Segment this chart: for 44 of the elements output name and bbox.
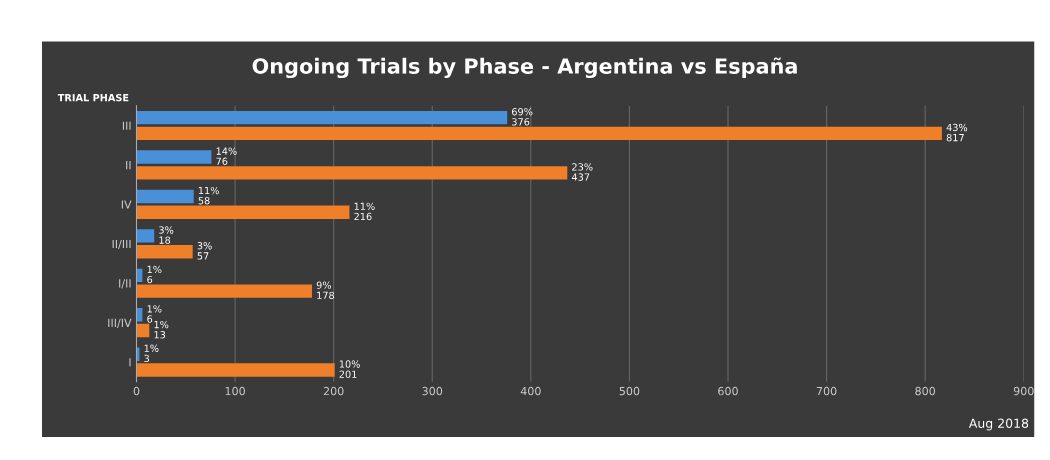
x-tick-label: 600: [718, 386, 738, 396]
x-tick-label: 300: [422, 386, 443, 396]
data-label: 10% 201: [339, 360, 360, 378]
bar: [136, 126, 942, 141]
data-label: 23% 437: [571, 163, 593, 181]
bar: [136, 189, 194, 204]
y-tick-label: II/III: [112, 239, 131, 250]
y-tick-label: IV: [121, 200, 132, 209]
data-label: 11% 58: [198, 186, 219, 205]
data-label: 1% 3: [144, 344, 159, 363]
chart-title: Ongoing Trials by Phase - Argentina vs España: [252, 57, 797, 79]
bar: [136, 110, 508, 125]
y-tick-label: I/II: [119, 279, 131, 289]
y-tick-label: II: [126, 161, 131, 170]
x-tick-label: 200: [323, 386, 344, 396]
bar: [136, 150, 212, 164]
text: Aug 2018: [968, 418, 1029, 431]
y-axis-title: TRIAL PHASE: [57, 93, 129, 102]
y-tick-label: III/IV: [108, 318, 132, 328]
x-tick-label: 700: [816, 386, 837, 396]
bar: [136, 323, 150, 338]
data-label: 1% 13: [154, 320, 169, 339]
bar: [136, 166, 568, 180]
data-label: 3% 57: [197, 242, 212, 260]
x-tick-label: 800: [915, 386, 936, 396]
x-tick-label: 900: [1013, 386, 1034, 396]
x-tick-label: 400: [520, 386, 541, 396]
bar: [136, 363, 335, 377]
data-label: 1% 6: [147, 265, 162, 284]
data-label: 9% 178: [316, 281, 335, 300]
bar: [136, 244, 193, 259]
bar: [136, 205, 350, 219]
x-tick-label: 100: [225, 386, 245, 396]
data-label: 11% 216: [354, 202, 375, 221]
bar: [136, 284, 312, 298]
x-tick-label: 0: [133, 386, 140, 396]
data-label: 43% 817: [946, 123, 968, 142]
x-tick-label: 500: [619, 386, 640, 396]
y-tick-label: I: [129, 358, 131, 367]
bar: [136, 229, 155, 243]
data-label: 3% 18: [159, 226, 174, 244]
data-label: 14% 76: [216, 147, 237, 165]
y-tick-label: III: [122, 121, 131, 130]
data-label: 69% 376: [512, 108, 533, 126]
